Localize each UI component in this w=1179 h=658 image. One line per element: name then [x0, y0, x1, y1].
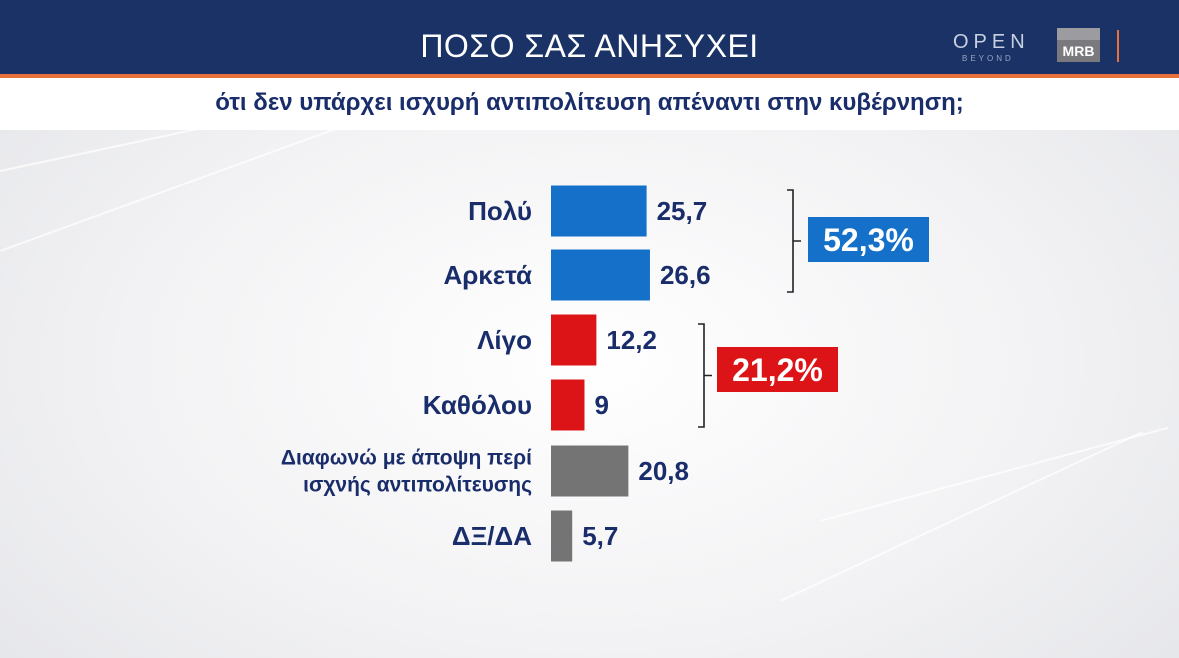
header-accent-line: [0, 74, 1179, 78]
category-label-0: Πολύ: [468, 196, 532, 226]
page-title: ΠΟΣΟ ΣΑΣ ΑΝΗΣΥΧΕΙ: [420, 28, 759, 64]
open-logo: OPEN: [953, 31, 1030, 53]
bar-1: [551, 249, 650, 301]
value-label-1: 26,6: [660, 260, 711, 290]
group-total-box-1: [717, 347, 838, 392]
bar-4: [551, 445, 629, 497]
bar-3: [551, 379, 585, 431]
mrb-logo-text: MRB: [1062, 43, 1095, 59]
open-logo-tagline: BEYOND: [962, 54, 1014, 63]
bar-5: [551, 510, 573, 562]
group-total-label-0: 52,3%: [823, 222, 914, 258]
group-bracket-0: [787, 189, 801, 293]
bar-0: [551, 185, 647, 237]
category-label-2: Λίγο: [477, 325, 532, 355]
category-label-4-line-0: Διαφωνώ με άποψη περί: [281, 447, 532, 470]
value-label-3: 9: [594, 390, 608, 420]
category-label-5: ΔΞ/ΔΑ: [452, 521, 532, 551]
category-label-4-line-1: ισχνής αντιπολίτευσης: [303, 474, 532, 497]
value-label-2: 12,2: [606, 325, 657, 355]
page-subtitle: ότι δεν υπάρχει ισχυρή αντιπολίτευση απέ…: [215, 89, 964, 116]
mrb-logo-top: [1057, 28, 1100, 40]
category-label-3: Καθόλου: [423, 390, 532, 420]
group-bracket-1: [698, 323, 712, 428]
subtitle-bar: [0, 78, 1179, 130]
category-label-1: Αρκετά: [443, 260, 532, 290]
logo-separator: [1117, 30, 1119, 62]
group-total-box-0: [808, 217, 929, 262]
value-label-4: 20,8: [638, 456, 689, 486]
group-total-label-1: 21,2%: [732, 352, 823, 388]
value-label-5: 5,7: [582, 521, 618, 551]
mrb-logo: MRB: [1057, 28, 1100, 62]
bar-2: [551, 314, 597, 366]
header-bar: [0, 0, 1179, 74]
value-label-0: 25,7: [657, 196, 708, 226]
